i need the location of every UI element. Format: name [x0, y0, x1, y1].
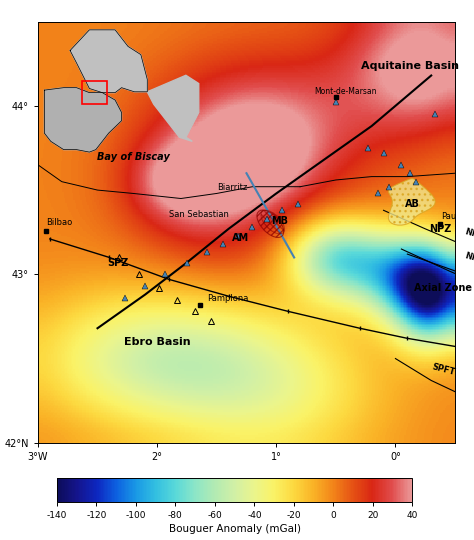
Polygon shape: [147, 75, 199, 141]
Text: Aquitaine Basin: Aquitaine Basin: [361, 61, 459, 71]
Polygon shape: [70, 30, 147, 93]
Text: SPZ: SPZ: [107, 258, 128, 268]
Polygon shape: [45, 87, 121, 152]
Text: Bilbao: Bilbao: [46, 219, 73, 227]
Text: MB: MB: [272, 216, 289, 226]
Text: Bay of Biscay: Bay of Biscay: [97, 152, 170, 162]
Text: NPF: NPF: [464, 251, 474, 265]
Text: NPZ: NPZ: [429, 224, 451, 234]
Text: Ebro Basin: Ebro Basin: [124, 337, 191, 347]
Text: Pau: Pau: [441, 212, 456, 221]
Text: Axial Zone: Axial Zone: [414, 283, 472, 293]
Text: AM: AM: [232, 233, 249, 242]
Text: San Sebastian: San Sebastian: [169, 210, 229, 219]
Bar: [82, 81, 108, 104]
Text: Pamplona: Pamplona: [207, 294, 248, 303]
Text: Biarritz: Biarritz: [217, 183, 247, 192]
Text: Mont-de-Marsan: Mont-de-Marsan: [314, 87, 377, 96]
Text: NPFT: NPFT: [464, 227, 474, 242]
Text: SPFT: SPFT: [431, 362, 456, 377]
Text: AB: AB: [405, 199, 420, 209]
X-axis label: Bouguer Anomaly (mGal): Bouguer Anomaly (mGal): [169, 524, 301, 535]
Polygon shape: [389, 179, 435, 225]
